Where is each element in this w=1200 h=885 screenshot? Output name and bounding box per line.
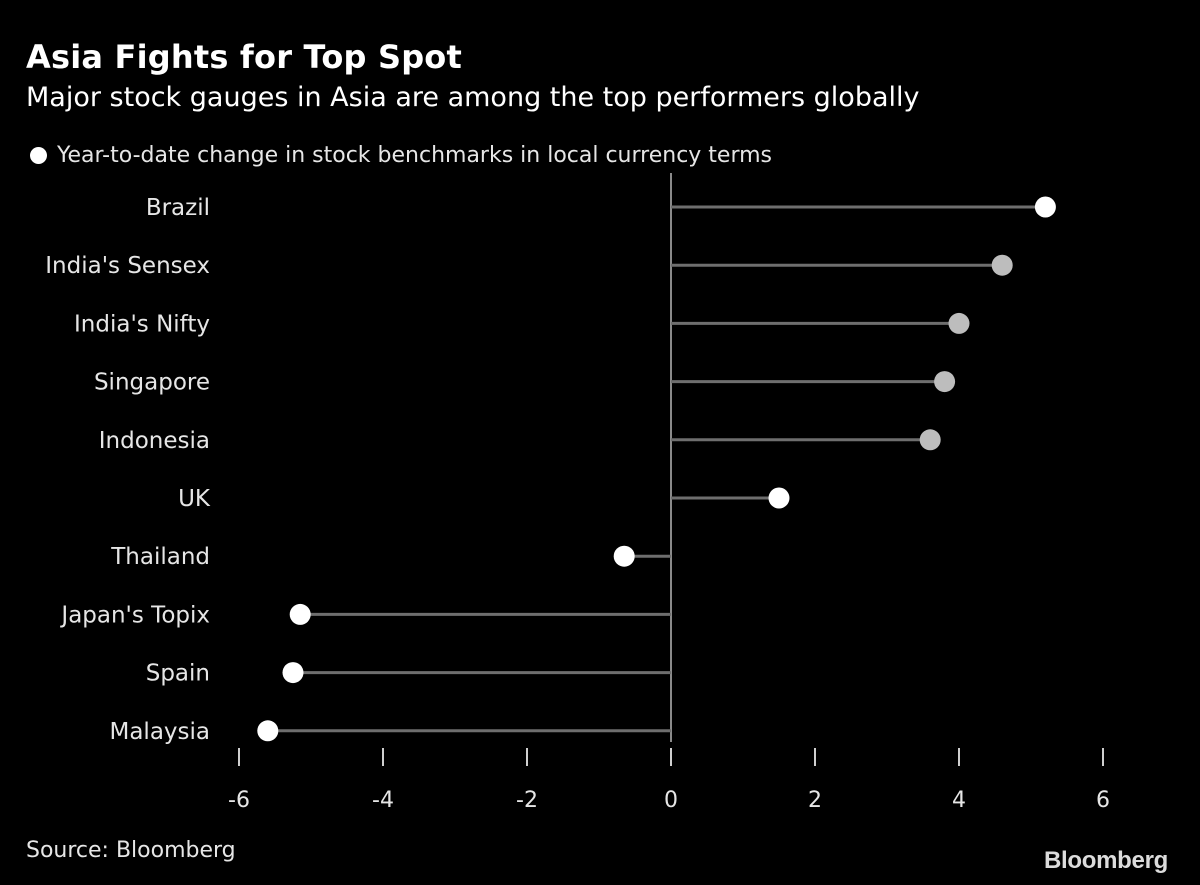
category-label: Singapore xyxy=(94,370,210,396)
lollipop-dot xyxy=(919,429,941,451)
chart-subtitle: Major stock gauges in Asia are among the… xyxy=(26,82,920,113)
x-tick-label: 4 xyxy=(952,788,966,813)
x-tick-label: 2 xyxy=(808,788,822,813)
category-label: India's Sensex xyxy=(45,253,210,279)
lollipop-dot xyxy=(1034,196,1056,218)
lollipop-dot xyxy=(991,254,1013,276)
chart-title: Asia Fights for Top Spot xyxy=(26,38,462,76)
category-label: Indonesia xyxy=(99,428,210,454)
category-label: Thailand xyxy=(110,544,210,570)
category-label: Brazil xyxy=(146,195,210,221)
lollipop-dot xyxy=(613,545,635,567)
source-note: Source: Bloomberg xyxy=(26,838,236,863)
lollipop-dot xyxy=(768,487,790,509)
category-label: Spain xyxy=(146,661,210,687)
x-tick-label: 6 xyxy=(1096,788,1110,813)
category-label: Japan's Topix xyxy=(59,602,210,628)
category-label: Malaysia xyxy=(109,719,210,745)
category-label: India's Nifty xyxy=(74,311,210,337)
x-tick-label: -6 xyxy=(228,788,250,813)
x-tick-label: -2 xyxy=(516,788,538,813)
lollipop-dot xyxy=(282,662,304,684)
lollipop-dot xyxy=(289,603,311,625)
legend-label: Year-to-date change in stock benchmarks … xyxy=(57,143,773,168)
lollipop-dot xyxy=(948,312,970,334)
category-label: UK xyxy=(178,486,211,512)
x-tick-label: -4 xyxy=(372,788,394,813)
x-tick-label: 0 xyxy=(664,788,678,813)
bloomberg-logo: Bloomberg xyxy=(1044,847,1168,874)
lollipop-dot xyxy=(257,720,279,742)
lollipop-dot xyxy=(934,371,956,393)
legend: Year-to-date change in stock benchmarks … xyxy=(30,143,772,168)
legend-dot-icon xyxy=(30,147,47,164)
